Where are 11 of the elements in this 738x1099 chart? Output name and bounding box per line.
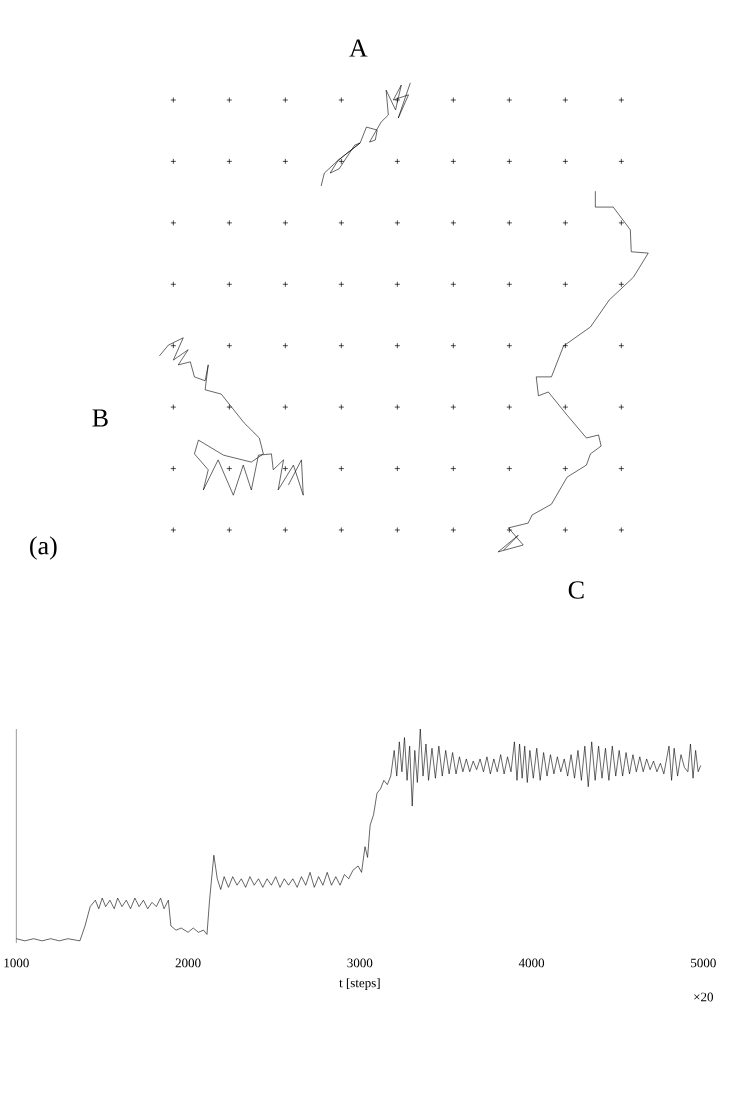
text: A — [349, 39, 368, 57]
x-tick-label: 3000 — [347, 958, 373, 968]
x-tick-label: 2000 — [175, 958, 201, 968]
text: (a) — [29, 536, 57, 560]
x-tick-label: 5000 — [690, 958, 716, 968]
x-tick-label: 4000 — [518, 958, 544, 968]
text: C — [568, 581, 584, 599]
text: B — [92, 409, 108, 427]
x-tick-label: 1000 — [4, 958, 29, 968]
text: ×20 — [694, 992, 713, 1002]
x-axis-title: t [steps] — [339, 978, 380, 990]
